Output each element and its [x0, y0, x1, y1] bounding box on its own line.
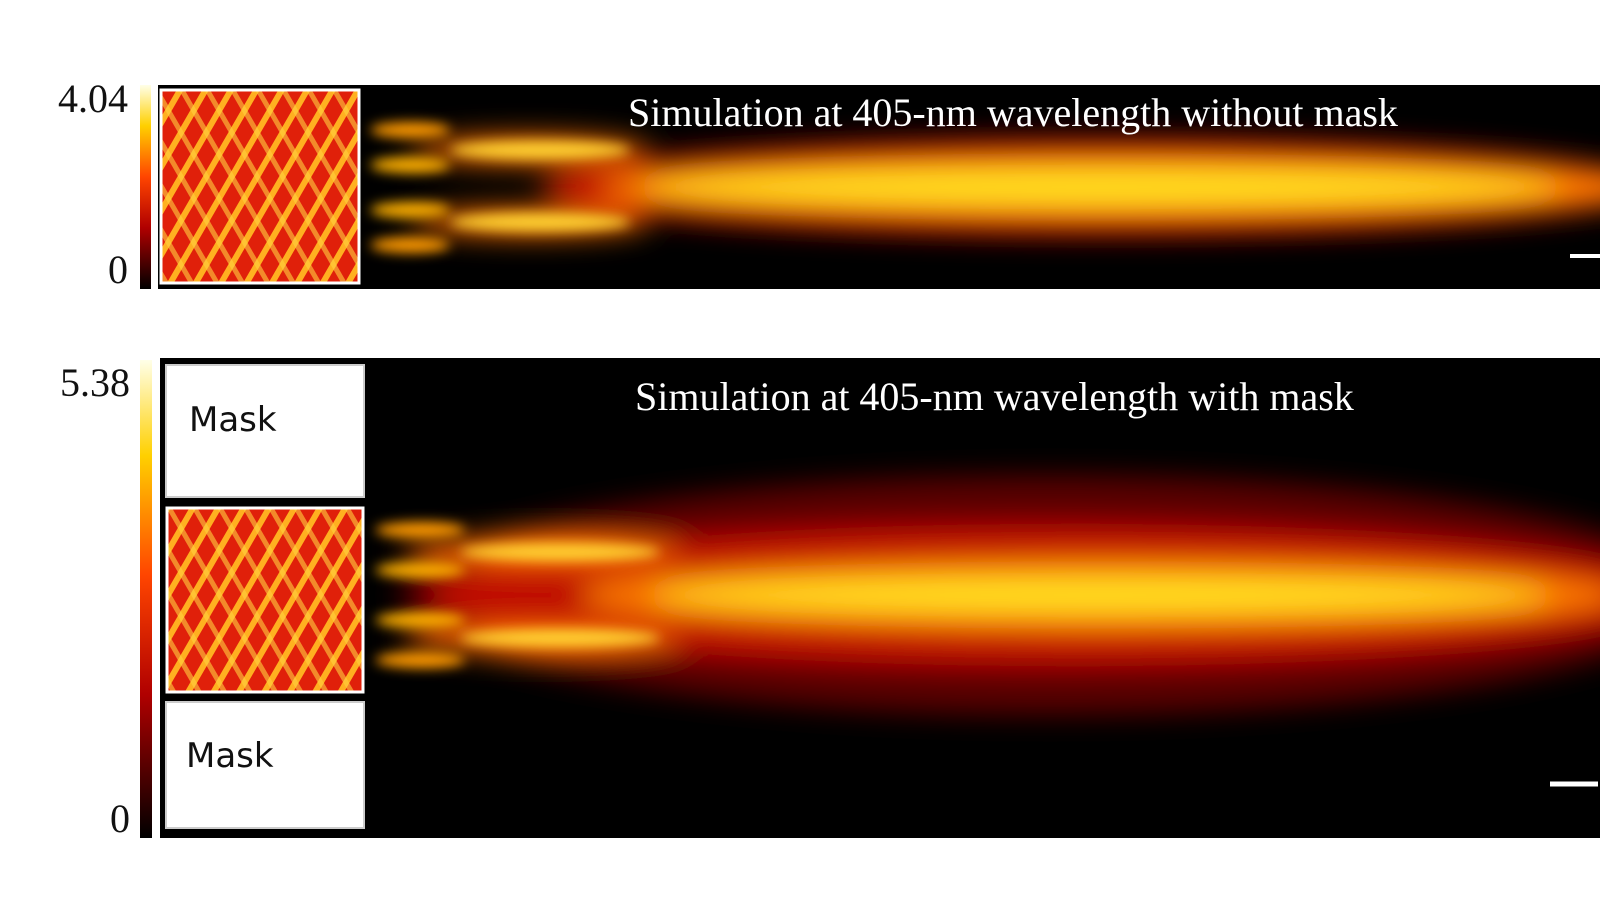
colorbar	[140, 360, 152, 838]
panel-title: Simulation at 405-nm wavelength with mas…	[635, 374, 1354, 419]
colorbar-max: 4.04	[58, 76, 128, 121]
panel-2: 5.38 0	[60, 358, 1600, 841]
panel-title: Simulation at 405-nm wavelength without …	[628, 90, 1398, 135]
heatmap	[160, 358, 1600, 838]
colorbar	[140, 85, 151, 289]
colorbar-min: 0	[110, 796, 130, 841]
mask-label: Mask	[186, 736, 274, 776]
panel-1: 4.04 0 Simulation at	[58, 76, 1600, 292]
heatmap	[158, 85, 1600, 289]
colorbar-max: 5.38	[60, 360, 130, 405]
mask-label: Mask	[189, 400, 277, 440]
colorbar-min: 0	[108, 247, 128, 292]
